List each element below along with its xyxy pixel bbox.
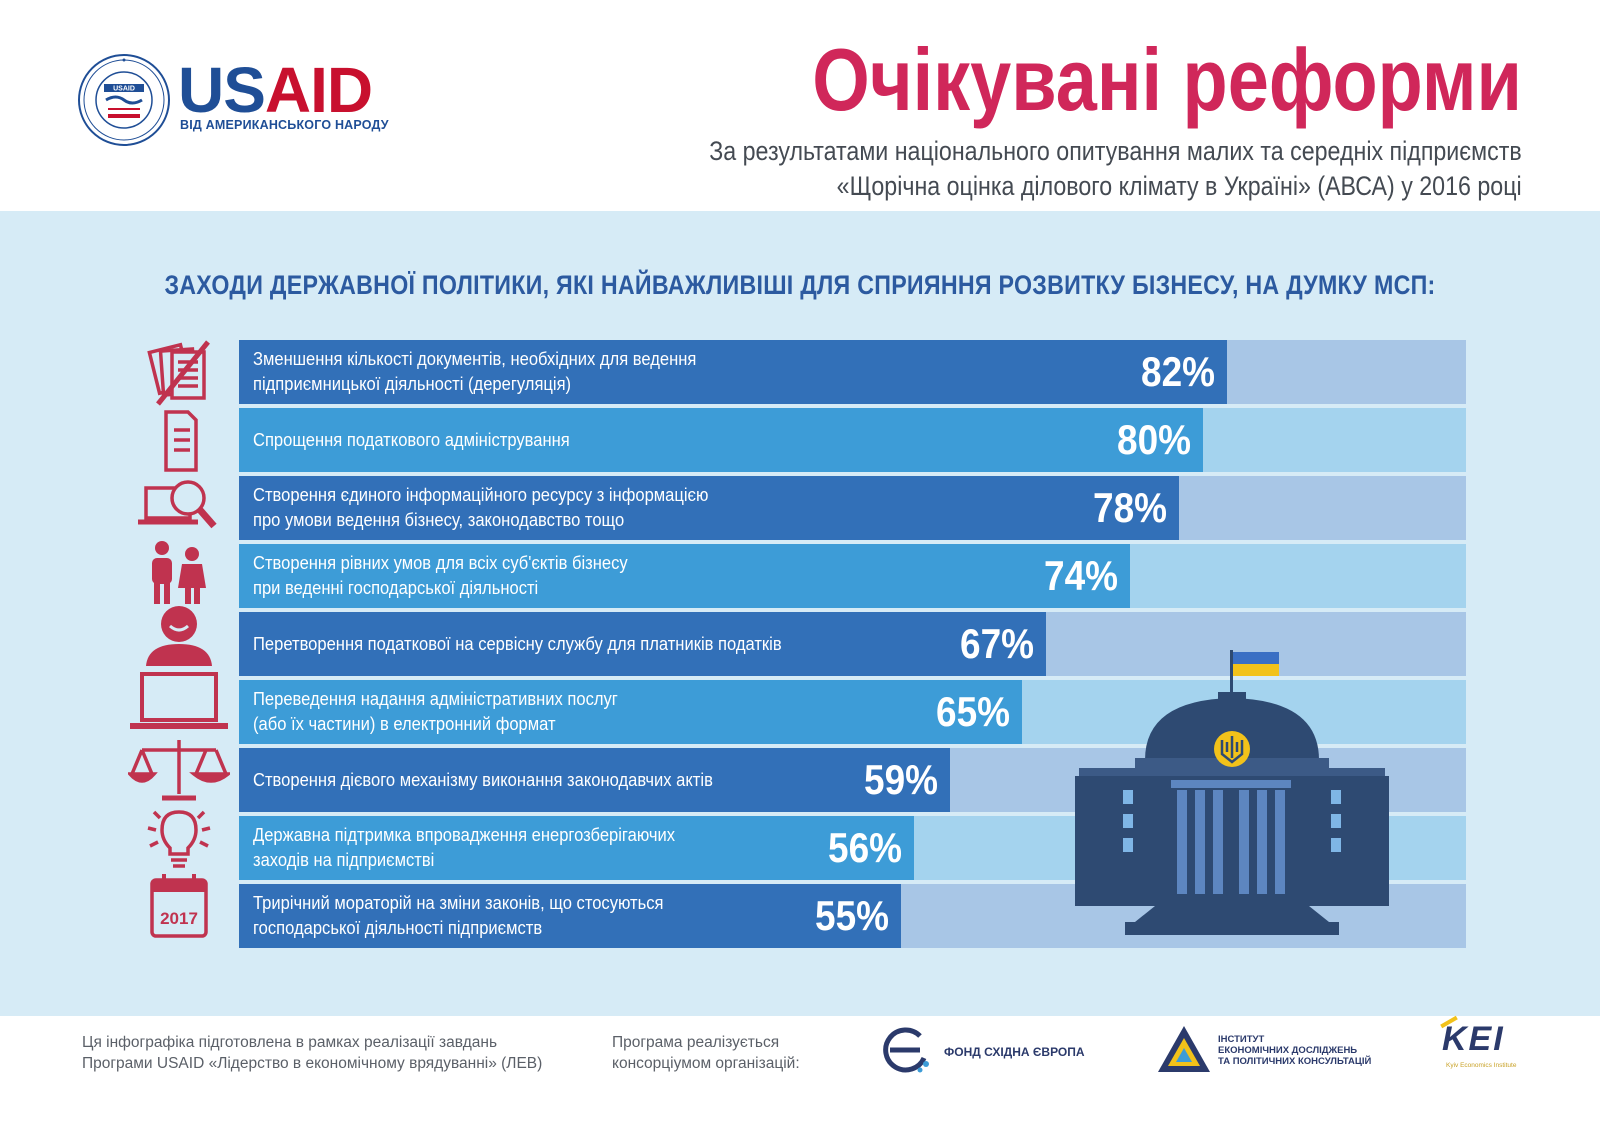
equal-people-icon [152, 541, 206, 604]
bar-value-label: 55% [815, 892, 889, 939]
bar-label: Трирічний мораторій на зміни законів, що… [253, 893, 664, 938]
usaid-seal-icon: USAID [78, 54, 170, 146]
east-europe-foundation-logo-icon [883, 1027, 929, 1073]
laptop-search-icon [138, 480, 217, 529]
calendar-year: 2017 [160, 909, 198, 928]
bar-value-label: 56% [828, 824, 902, 871]
documents-crossed-icon [147, 340, 210, 406]
subtitle-line-2: «Щорічна оцінка ділового клімату в Украї… [837, 171, 1522, 201]
partner-kei-subtitle: Kyiv Economics Institute [1446, 1062, 1517, 1069]
bar-value-label: 65% [936, 688, 1010, 735]
bar-value-label: 67% [960, 620, 1034, 667]
calendar-icon: 2017 [150, 874, 208, 938]
partner-kei: KEI [1442, 1020, 1505, 1058]
bar [239, 612, 1046, 676]
bar-value-label: 80% [1117, 416, 1191, 463]
bar [239, 544, 1130, 608]
bar-label: Зменшення кількості документів, необхідн… [253, 349, 697, 394]
bar-label: Створення єдиного інформаційного ресурсу… [253, 485, 709, 530]
bar-label: Створення дієвого механізму виконання за… [253, 769, 713, 790]
chart-title: ЗАХОДИ ДЕРЖАВНОЇ ПОЛІТИКИ, ЯКІ НАЙВАЖЛИВ… [164, 270, 1436, 300]
trident-icon [1214, 731, 1250, 767]
laptop-icon [130, 672, 228, 729]
bar-value-label: 74% [1044, 552, 1118, 599]
bar [239, 340, 1227, 404]
scales-icon [128, 740, 230, 801]
header: USAID USAID ВІД АМЕРИКАНСЬКОГО НАРОДУ Оч… [0, 0, 1600, 211]
bar-label: Переведення надання адміністративних пос… [253, 689, 618, 734]
bar [239, 476, 1179, 540]
partner-ier: ІНСТИТУТ ЕКОНОМІЧНИХ ДОСЛІДЖЕНЬ ТА ПОЛІТ… [1218, 1034, 1372, 1067]
bar-value-label: 82% [1141, 348, 1215, 395]
bar [239, 816, 914, 880]
partner-east-europe-foundation: ФОНД СХІДНА ЄВРОПА [944, 1045, 1085, 1059]
bar-label: Спрощення податкового адміністрування [253, 429, 570, 450]
bar-label: Створення рівних умов для всіх суб'єктів… [253, 553, 628, 598]
footer-credit: Ця інфографіка підготовлена в рамках реа… [82, 1034, 543, 1072]
bar [239, 408, 1203, 472]
page-subtitle: За результатами національного опитування… [710, 134, 1522, 204]
bar-label: Перетворення податкової на сервісну служ… [253, 633, 782, 654]
bar-value-label: 59% [864, 756, 938, 803]
service-person-icon [146, 606, 212, 666]
usaid-logo: USAID [178, 54, 373, 126]
bar-label: Державна підтримка впровадження енергозб… [253, 825, 676, 870]
bar-value-label: 78% [1093, 484, 1167, 531]
tax-form-icon [164, 410, 198, 472]
svg-text:USAID: USAID [113, 86, 135, 93]
flag-icon [1230, 650, 1279, 700]
bar [239, 680, 1022, 744]
logo-tagline: ВІД АМЕРИКАНСЬКОГО НАРОДУ [180, 118, 389, 132]
footer-consortium: Програма реалізується консорціумом орган… [612, 1034, 800, 1072]
parliament-building-icon [1075, 650, 1389, 935]
footer: Ця інфографіка підготовлена в рамках реа… [0, 1015, 1600, 1138]
bar [239, 748, 950, 812]
bar [239, 884, 901, 948]
ier-logo-icon [1158, 1026, 1210, 1072]
subtitle-line-1: За результатами національного опитування… [709, 136, 1522, 166]
lightbulb-icon [147, 810, 211, 868]
page-title: Очікувані реформи [812, 30, 1522, 129]
